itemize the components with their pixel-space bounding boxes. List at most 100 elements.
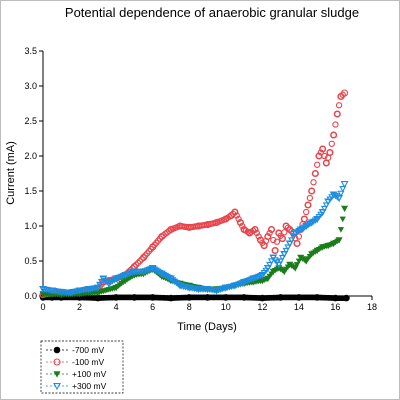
series-2-data-point: [319, 244, 327, 251]
series-1-trail-marker: [310, 179, 317, 186]
series-3-trail-marker: [333, 194, 341, 201]
series-1-trail-marker: [303, 208, 310, 216]
series-1-trail-marker: [281, 229, 288, 236]
series-3-data-point: [176, 282, 185, 290]
y-tick-label: 3.5: [24, 46, 37, 56]
series-3-data-point: [75, 287, 84, 295]
legend: -700 mV -100 mV +100 mV +300 mV: [40, 340, 124, 394]
series-3-data-point: [203, 286, 212, 294]
series-1-data-point: [271, 246, 279, 255]
legend-marker: [53, 383, 61, 391]
series-1-trail-marker: [335, 102, 343, 109]
series-2-trail-marker: [339, 216, 346, 223]
series-3-trail-marker: [322, 202, 330, 209]
y-tick-label: 1.5: [24, 186, 37, 196]
series-1-data-point: [315, 152, 323, 160]
series-3-data-point: [57, 288, 66, 296]
series-1-data-point: [311, 169, 319, 178]
series-2-data-point: [308, 251, 316, 258]
series-3-data-point: [329, 191, 338, 199]
series-1-data-point: [275, 229, 283, 237]
series-3-trail-marker: [282, 247, 290, 255]
series-1-data-point: [278, 235, 286, 243]
x-tick-label: 18: [367, 302, 377, 312]
series-1-data-point: [330, 131, 338, 139]
series-3-data-point: [121, 272, 130, 280]
y-tick-label: 0.5: [24, 256, 37, 266]
series-3-data-point: [324, 198, 333, 206]
series-1-data-point: [319, 145, 327, 153]
series-3-data-point: [230, 282, 239, 290]
series-1-trail-marker: [314, 161, 321, 168]
series-1-data-point: [158, 232, 166, 241]
series-3-data-point: [296, 226, 305, 234]
series-3-trail-marker: [266, 261, 274, 269]
series-3-data-point: [66, 289, 75, 297]
series-3-data-point: [112, 275, 121, 283]
series-3-data-point: [185, 284, 194, 292]
series-3-data-point: [130, 268, 139, 276]
series-3-data-point: [39, 286, 47, 294]
series-3-trail-marker: [103, 279, 111, 286]
x-tick-label: 10: [221, 302, 231, 312]
series-0-data-point: [343, 294, 350, 302]
series-0-data-point: [222, 294, 230, 301]
series-0-data-point: [277, 294, 284, 301]
series-2-data-point: [330, 240, 338, 248]
x-tick-label: 14: [294, 302, 304, 312]
y-tick-label: 2.0: [24, 151, 37, 161]
series-2-data-point: [112, 284, 120, 292]
series-1-data-point: [227, 211, 235, 220]
series-1-trail-marker: [332, 121, 339, 128]
series-3-trail-marker: [337, 190, 345, 198]
series-3-data-point: [318, 209, 327, 217]
series-0-data-point: [167, 294, 175, 302]
series-3-trail-marker: [339, 186, 347, 193]
series-3-trail-marker: [97, 278, 106, 286]
series-1-data-point: [286, 225, 294, 234]
series-3-data-point: [274, 261, 283, 269]
series-3-data-point: [307, 219, 316, 227]
series-3-trail-marker: [277, 258, 285, 265]
series-1-data-point: [256, 236, 265, 244]
series-3-data-point: [212, 287, 221, 295]
series-1-data-point: [213, 218, 221, 227]
series-0-data-point: [185, 294, 193, 301]
series-1-data-point: [282, 222, 290, 230]
series-0-data-point: [112, 294, 120, 301]
series-3-trail-marker: [289, 233, 297, 241]
series-1-trail-marker: [138, 256, 145, 263]
series-3-data-point: [148, 265, 157, 273]
series-1-data-point: [231, 208, 239, 216]
y-tick-label: 3.0: [24, 81, 37, 91]
series-1-data-point: [264, 232, 272, 241]
series-3-data-point: [335, 195, 344, 203]
series-1: [39, 89, 349, 299]
series-2-data-point: [291, 265, 299, 272]
series-1-data-point: [139, 253, 148, 262]
series-1-data-point: [293, 239, 301, 248]
legend-marker: [53, 358, 61, 366]
series-2-data-point: [302, 258, 310, 265]
series-1-trail-marker: [266, 229, 273, 237]
series-1-data-point: [322, 159, 330, 167]
series-1-data-point: [267, 225, 276, 234]
series-3-data-point: [302, 223, 311, 231]
series-0-data-point: [131, 294, 138, 301]
legend-label: -700 mV: [72, 345, 104, 355]
series-3-data-point: [258, 272, 267, 280]
series-1-data-point: [326, 148, 334, 157]
series-1-trail-marker: [306, 194, 314, 202]
series-1-trail-marker: [273, 238, 281, 245]
series-3-data-point: [249, 275, 258, 283]
x-tick-label: 12: [257, 302, 267, 312]
series-3-data-point: [84, 286, 93, 294]
series-1-data-point: [304, 201, 312, 209]
series-1-trail-marker: [229, 210, 237, 217]
series-2-data-point: [335, 237, 343, 244]
x-tick-label: 4: [114, 302, 119, 312]
series-2-trail-marker: [337, 227, 345, 233]
series-3-data-point: [269, 254, 278, 262]
series-3-data-point: [93, 284, 102, 292]
